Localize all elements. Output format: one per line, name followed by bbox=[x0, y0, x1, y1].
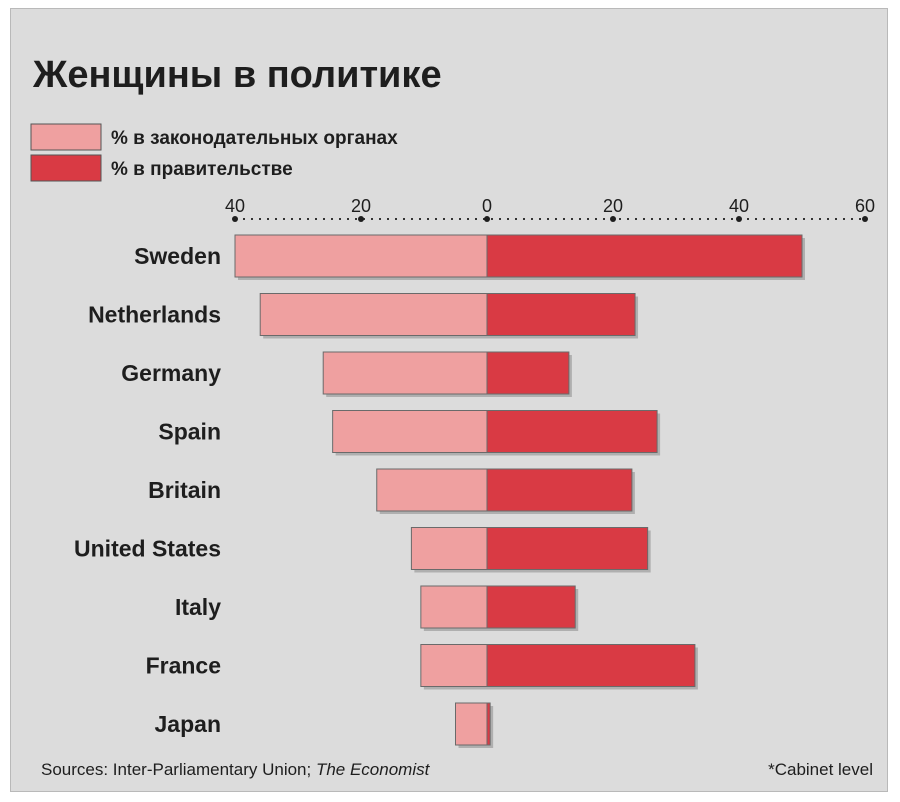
tick-mark bbox=[862, 216, 868, 222]
cabinet-level-note: *Cabinet level bbox=[768, 760, 873, 779]
bars bbox=[234, 234, 805, 748]
sources-note: Sources: Inter-Parliamentary Union; The … bbox=[41, 760, 431, 779]
bar-legislature bbox=[420, 585, 488, 629]
chart-svg: Женщины в политике % в законодательных о… bbox=[30, 54, 875, 779]
bar-government bbox=[486, 644, 696, 687]
category-label: Germany bbox=[121, 360, 221, 386]
bar-government bbox=[486, 702, 491, 746]
category-labels: Sweden Netherlands Germany Spain Britain Unit… bbox=[74, 243, 221, 737]
chart-frame: Женщины в политике % в законодательных о… bbox=[10, 8, 888, 792]
category-label: Spain bbox=[158, 419, 221, 445]
bar-government bbox=[486, 410, 658, 453]
bar-government bbox=[486, 468, 633, 512]
bar-legislature bbox=[234, 234, 488, 278]
tick-label: 60 bbox=[855, 196, 875, 216]
category-label: Netherlands bbox=[88, 302, 221, 328]
category-label: Sweden bbox=[134, 243, 221, 269]
tick-label: 20 bbox=[603, 196, 623, 216]
legend-swatch-legislature bbox=[30, 123, 102, 151]
tick-mark bbox=[358, 216, 364, 222]
legend-label-legislature: % в законодательных органах bbox=[111, 128, 398, 149]
bar-legislature bbox=[332, 410, 488, 453]
category-label: France bbox=[146, 653, 221, 679]
bar-government bbox=[486, 293, 636, 336]
category-label: Italy bbox=[175, 594, 221, 620]
tick-mark bbox=[232, 216, 238, 222]
category-label: United States bbox=[74, 536, 221, 562]
sources-italic: The Economist bbox=[316, 760, 431, 779]
tick-mark bbox=[484, 216, 490, 222]
legend-swatch-government bbox=[30, 154, 102, 182]
bar-legislature bbox=[259, 293, 488, 336]
tick-label: 0 bbox=[482, 196, 492, 216]
tick-mark bbox=[610, 216, 616, 222]
bar-government bbox=[486, 234, 803, 278]
tick-label: 40 bbox=[225, 196, 245, 216]
bar-government bbox=[486, 351, 570, 395]
x-axis: 40 20 0 20 40 60 bbox=[225, 196, 875, 222]
tick-mark bbox=[736, 216, 742, 222]
bar-legislature bbox=[376, 468, 488, 512]
bar-legislature bbox=[322, 351, 488, 395]
legend: % в законодательных органах % в правител… bbox=[30, 123, 398, 182]
chart-title: Женщины в политике bbox=[32, 54, 442, 96]
tick-label: 40 bbox=[729, 196, 749, 216]
bar-government bbox=[486, 585, 576, 629]
bar-legislature bbox=[455, 702, 488, 746]
legend-label-government: % в правительстве bbox=[111, 159, 293, 180]
tick-label: 20 bbox=[351, 196, 371, 216]
bar-government bbox=[486, 527, 649, 570]
category-label: Britain bbox=[148, 477, 221, 503]
sources-prefix: Sources: Inter-Parliamentary Union; bbox=[41, 760, 316, 779]
category-label: Japan bbox=[155, 711, 221, 737]
bar-legislature bbox=[410, 527, 488, 570]
bar-legislature bbox=[420, 644, 488, 687]
